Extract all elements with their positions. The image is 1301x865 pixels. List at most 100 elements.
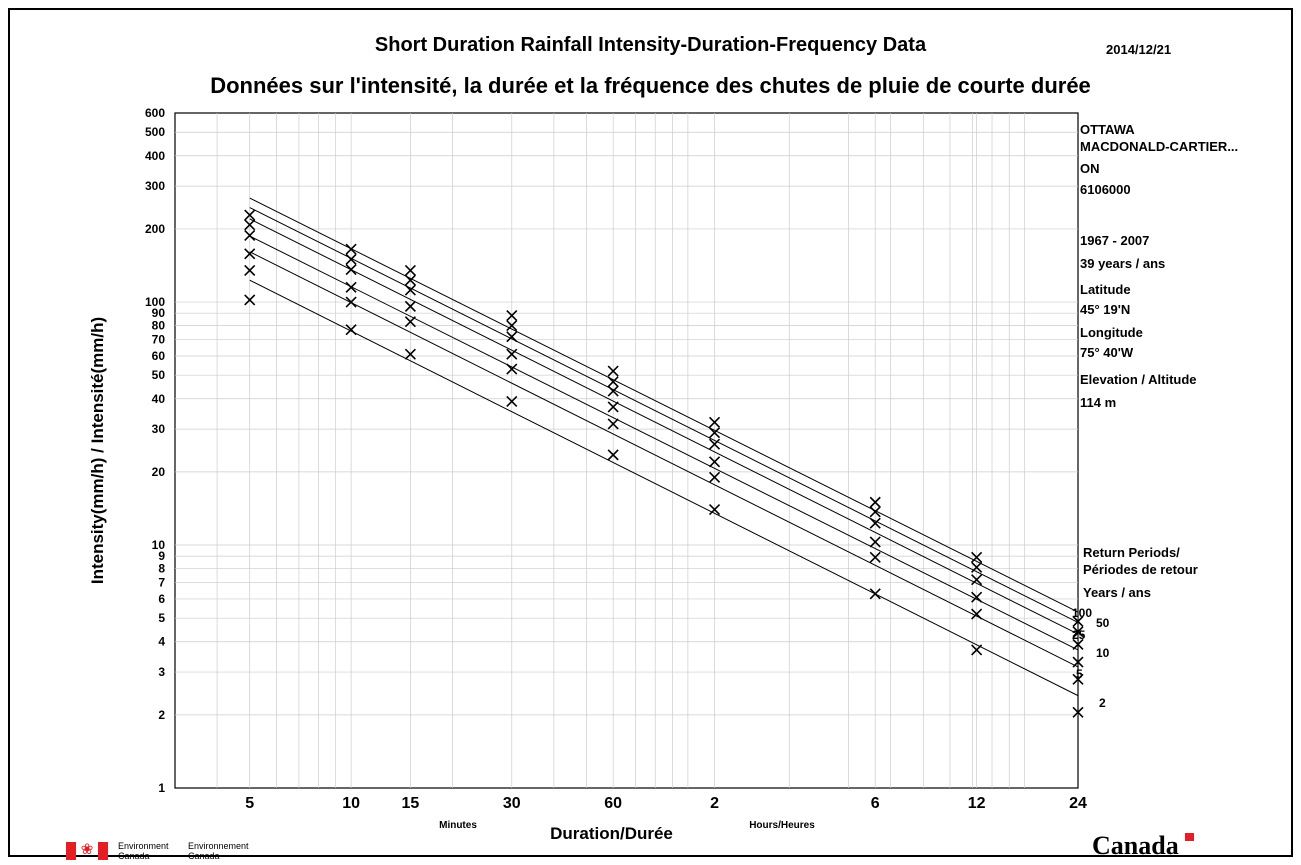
- data-point-25: [869, 517, 881, 529]
- station-period: 1967 - 2007: [1080, 233, 1150, 248]
- y-tick-label: 100: [145, 295, 165, 309]
- data-point-50: [607, 376, 619, 388]
- data-point-2: [869, 588, 881, 600]
- data-point-2: [404, 348, 416, 360]
- x-tick-label: 60: [604, 795, 622, 812]
- data-point-2: [1072, 706, 1084, 718]
- dept-fr-2: Canada: [188, 851, 220, 861]
- data-point-10: [345, 281, 357, 293]
- data-point-2: [607, 449, 619, 461]
- y-tick-label: 20: [152, 465, 166, 479]
- y-tick-label: 4: [158, 635, 165, 649]
- x-tick-label: 5: [245, 795, 254, 812]
- data-point-5: [506, 363, 518, 375]
- data-point-10: [708, 456, 721, 468]
- fit-line-100: [249, 197, 1079, 613]
- x-tick-label: 10: [342, 795, 360, 812]
- y-axis-label: Intensity(mm/h) / Intensité(mm/h): [88, 317, 107, 584]
- y-tick-label: 8: [158, 562, 165, 576]
- legend-units: Years / ans: [1083, 585, 1151, 600]
- data-point-100: [869, 496, 881, 508]
- longitude-label: Longitude: [1080, 325, 1143, 340]
- data-point-100: [607, 365, 619, 377]
- data-point-5: [708, 471, 721, 483]
- data-point-10: [506, 348, 518, 360]
- data-point-5: [404, 316, 416, 328]
- report-date: 2014/12/21: [1106, 42, 1172, 57]
- latitude-label: Latitude: [1080, 282, 1131, 297]
- data-point-50: [971, 561, 983, 573]
- data-point-25: [404, 284, 416, 296]
- data-point-50: [708, 427, 721, 439]
- y-tick-label: 300: [145, 179, 165, 193]
- y-tick-label: 1: [158, 781, 165, 795]
- latitude-value: 45° 19'N: [1080, 302, 1131, 317]
- station-name-2: MACDONALD-CARTIER...: [1080, 139, 1239, 154]
- data-point-100: [506, 309, 518, 322]
- x-tick-label: 12: [968, 795, 986, 812]
- longitude-value: 75° 40'W: [1080, 345, 1134, 360]
- station-name-1: OTTAWA: [1080, 122, 1135, 137]
- legend-title-fr: Périodes de retour: [1083, 562, 1198, 577]
- chart-frame: [8, 8, 1293, 857]
- station-id: 6106000: [1080, 182, 1131, 197]
- data-point-2: [708, 503, 721, 516]
- data-point-100: [1072, 615, 1084, 627]
- canada-wordmark: Canada: [1092, 831, 1194, 861]
- y-tick-label: 60: [152, 349, 166, 363]
- x-tick-label: 15: [402, 795, 420, 812]
- environment-canada-logo: ❀ Environment Canada Environnement Canad…: [66, 839, 306, 863]
- dept-en-1: Environment: [118, 841, 169, 851]
- fit-line-50: [249, 207, 1079, 623]
- legend-title-en: Return Periods/: [1083, 545, 1180, 560]
- data-point-50: [506, 320, 518, 332]
- data-point-2: [506, 395, 518, 407]
- chart-title-en: Short Duration Rainfall Intensity-Durati…: [374, 34, 927, 56]
- dept-en-2: Canada: [118, 851, 150, 861]
- return-period-label-100: 100: [1072, 606, 1092, 620]
- data-point-10: [404, 300, 416, 312]
- y-tick-label: 600: [145, 106, 165, 120]
- return-period-label-2: 2: [1099, 696, 1106, 710]
- data-point-50: [244, 219, 256, 231]
- data-point-50: [869, 506, 881, 518]
- data-point-5: [869, 551, 881, 563]
- data-point-2: [244, 294, 256, 306]
- y-tick-label: 40: [152, 392, 166, 406]
- data-point-10: [607, 401, 619, 413]
- data-point-5: [345, 296, 357, 308]
- data-point-100: [708, 416, 721, 428]
- data-point-50: [345, 253, 357, 265]
- plot-area: [174, 112, 1079, 789]
- data-point-25: [506, 331, 518, 343]
- data-point-10: [869, 536, 881, 548]
- data-point-5: [1072, 673, 1084, 685]
- return-period-label-10: 10: [1096, 646, 1110, 660]
- wordmark-flag-icon: [1185, 833, 1194, 841]
- fit-line-2: [249, 279, 1079, 697]
- x-tick-label: 24: [1069, 795, 1087, 812]
- y-tick-label: 7: [158, 576, 165, 590]
- x-axis-label: Duration/Durée: [550, 824, 673, 843]
- data-point-2: [345, 324, 357, 336]
- x-tick-label: 2: [710, 795, 719, 812]
- data-point-50: [1072, 626, 1084, 638]
- y-tick-label: 400: [145, 149, 165, 163]
- canada-wordmark-text: Canada: [1092, 831, 1179, 860]
- data-point-25: [345, 264, 357, 276]
- fit-line-5: [249, 251, 1079, 668]
- fit-line-25: [249, 218, 1079, 635]
- data-point-5: [607, 418, 619, 430]
- return-period-label-25: 25: [1072, 628, 1086, 642]
- chart-title-fr: Données sur l'intensité, la durée et la …: [210, 73, 1091, 98]
- y-tick-label: 80: [152, 319, 166, 333]
- elevation-label: Elevation / Altitude: [1080, 372, 1197, 387]
- data-point-25: [971, 574, 983, 586]
- canada-flag-icon: ❀: [66, 841, 108, 860]
- data-point-25: [1072, 638, 1084, 650]
- data-point-100: [971, 551, 983, 563]
- data-point-10: [1072, 656, 1084, 668]
- data-point-2: [971, 644, 983, 656]
- y-tick-label: 2: [158, 708, 165, 722]
